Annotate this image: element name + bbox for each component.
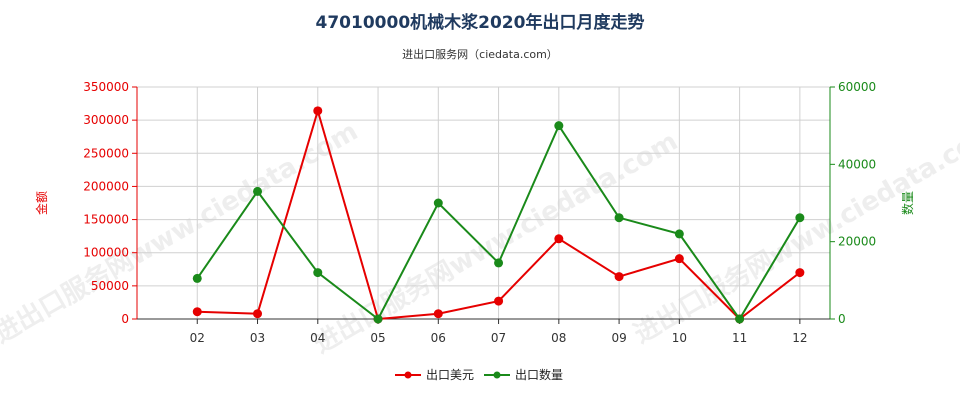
x-tick-label: 02 <box>190 331 205 345</box>
series-1-point <box>373 314 383 324</box>
x-tick-label: 10 <box>672 331 687 345</box>
series-0-point <box>313 106 323 116</box>
legend-item-export-usd[interactable]: 出口美元 <box>395 368 474 382</box>
x-tick-label: 11 <box>732 331 747 345</box>
left-tick-label: 50000 <box>91 279 129 293</box>
left-axis-label: 金额 <box>34 191 49 215</box>
right-tick-label: 60000 <box>838 80 876 94</box>
series-1-point <box>674 229 684 239</box>
series-0-point <box>795 268 805 278</box>
series-layer <box>192 106 805 324</box>
x-tick-label: 06 <box>431 331 446 345</box>
left-axis-ticks: 0 50000 100000 150000 200000 250000 300000 3500… <box>83 80 137 326</box>
left-tick-label: 0 <box>121 312 129 326</box>
series-1-point <box>494 258 504 268</box>
chart-subtitle: 进出口服务网（ciedata.com） <box>402 47 558 61</box>
series-1-point <box>735 314 745 324</box>
series-0-point <box>674 254 684 264</box>
series-1-point <box>313 268 323 278</box>
x-tick-label: 03 <box>250 331 265 345</box>
series-0-point <box>253 309 263 319</box>
legend-item-export-qty[interactable]: 出口数量 <box>484 367 563 382</box>
x-tick-label: 09 <box>611 331 626 345</box>
left-tick-label: 200000 <box>83 179 129 193</box>
series-1-point <box>433 198 443 208</box>
x-tick-label: 07 <box>491 331 506 345</box>
series-1-point <box>614 213 624 223</box>
chart-title: 47010000机械木浆2020年出口月度走势 <box>316 12 645 33</box>
series-0-point <box>494 296 504 306</box>
left-tick-label: 100000 <box>83 246 129 260</box>
right-axis-label: 数量 <box>900 191 915 215</box>
watermark-text: 进出口服务网www.ciedata.com <box>0 116 363 349</box>
series-1-point <box>253 186 263 196</box>
series-0-point <box>554 234 564 244</box>
x-tick-label: 12 <box>792 331 807 345</box>
series-1-point <box>192 273 202 283</box>
x-axis-ticks: 02 03 04 05 06 07 08 09 10 11 12 <box>190 319 808 345</box>
legend-label-export-usd: 出口美元 <box>426 368 474 382</box>
left-tick-label: 350000 <box>83 80 129 94</box>
x-tick-label: 04 <box>310 331 325 345</box>
left-tick-label: 250000 <box>83 146 129 160</box>
series-1-point <box>554 121 564 131</box>
x-tick-label: 08 <box>551 331 566 345</box>
legend: 出口美元 出口数量 <box>395 367 563 382</box>
right-tick-label: 20000 <box>838 235 876 249</box>
right-tick-label: 40000 <box>838 157 876 171</box>
right-tick-label: 0 <box>838 312 846 326</box>
grid-lines <box>137 86 831 320</box>
left-tick-label: 150000 <box>83 213 129 227</box>
series-0-point <box>433 309 443 319</box>
legend-label-export-qty: 出口数量 <box>515 367 563 382</box>
series-1-point <box>795 213 805 223</box>
left-tick-label: 300000 <box>83 113 129 127</box>
axes <box>136 87 831 320</box>
series-0-point <box>192 307 202 317</box>
x-tick-label: 05 <box>370 331 385 345</box>
series-0-point <box>614 272 624 282</box>
watermark-text: 进出口服务网www.ciedata.com <box>309 126 683 359</box>
right-axis-ticks: 0 20000 40000 60000 <box>830 80 876 326</box>
